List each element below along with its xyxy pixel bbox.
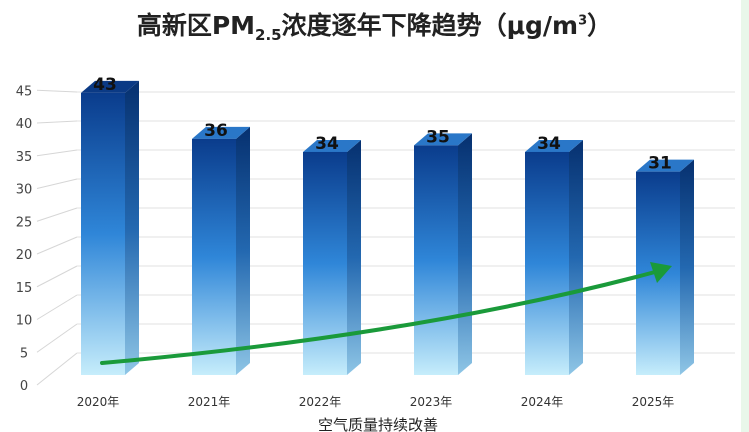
y-tick-label: 25 xyxy=(16,215,33,230)
bar xyxy=(81,92,125,376)
data-label: 43 xyxy=(93,75,117,95)
data-label: 31 xyxy=(648,154,672,174)
y-tick-label: 30 xyxy=(16,183,33,198)
y-tick-label: 40 xyxy=(16,117,33,132)
grid-diagonal xyxy=(36,120,78,124)
bar-side xyxy=(236,126,250,375)
grid-diagonal xyxy=(36,236,78,255)
x-tick-label: 2020年 xyxy=(77,395,120,409)
grid-diagonal xyxy=(36,149,78,157)
y-tick-label: 35 xyxy=(16,150,33,165)
grid-diagonal xyxy=(36,207,78,222)
bar-top xyxy=(414,133,472,146)
bar-top xyxy=(303,139,361,152)
y-tick-label: 10 xyxy=(16,314,33,329)
bar-top xyxy=(636,159,694,172)
grid-diagonal xyxy=(36,352,78,386)
bar xyxy=(192,138,236,375)
grid-diagonal xyxy=(36,265,78,288)
grid-diagonal xyxy=(36,323,78,353)
bar xyxy=(525,151,569,375)
x-tick-label: 2022年 xyxy=(299,395,342,409)
bar xyxy=(414,145,458,375)
bar-side xyxy=(680,159,694,375)
x-tick-label: 2023年 xyxy=(410,395,453,409)
y-tick-label: 15 xyxy=(16,281,33,296)
x-axis-title: 空气质量持续改善 xyxy=(318,416,438,432)
y-tick-label: 0 xyxy=(20,379,28,394)
bar-top xyxy=(525,139,583,152)
grid-diagonal xyxy=(36,178,78,189)
x-tick-label: 2021年 xyxy=(188,395,231,409)
bar-top xyxy=(81,80,139,93)
x-tick-label: 2024年 xyxy=(521,395,564,409)
trend-arrow-line xyxy=(100,270,657,365)
data-label: 34 xyxy=(315,134,339,154)
trend-arrow-head-icon xyxy=(650,262,672,283)
right-edge-strip xyxy=(741,0,749,432)
data-label: 36 xyxy=(204,121,228,141)
bar-side xyxy=(569,139,583,375)
y-tick-label: 45 xyxy=(16,84,33,99)
y-tick-label: 5 xyxy=(20,346,28,361)
bar-side xyxy=(125,80,139,376)
chart-title: 高新区PM2.5浓度逐年下降趋势（μg/m3） xyxy=(136,11,613,44)
bar-top xyxy=(192,126,250,139)
data-label: 34 xyxy=(537,134,561,154)
grid-diagonal xyxy=(36,294,78,320)
data-label: 35 xyxy=(426,127,450,147)
x-tick-label: 2025年 xyxy=(632,395,675,409)
grid-diagonal xyxy=(36,89,78,93)
bar-side xyxy=(347,139,361,375)
y-tick-label: 20 xyxy=(16,248,33,263)
bar-side xyxy=(458,133,472,375)
